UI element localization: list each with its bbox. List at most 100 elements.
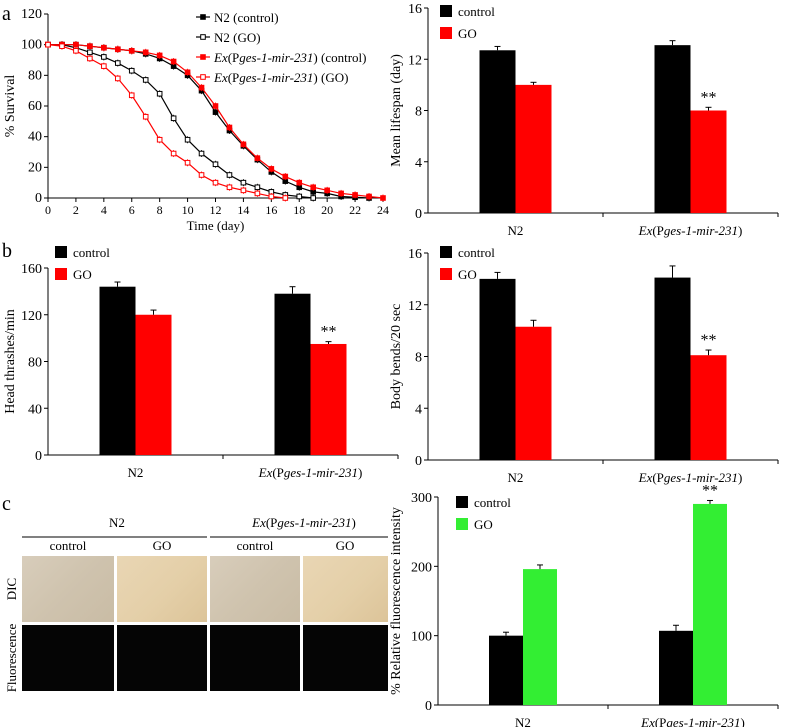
- legend-swatch: [440, 268, 452, 280]
- data-point: [212, 103, 219, 109]
- legend-marker: [200, 74, 206, 80]
- x-tick-label: 8: [157, 203, 163, 217]
- bar: [479, 278, 516, 460]
- data-point: [226, 124, 233, 131]
- bar: [515, 84, 552, 213]
- y-tick-label: 80: [28, 356, 42, 371]
- x-tick-label: 18: [293, 203, 305, 217]
- legend-swatch: [456, 496, 468, 508]
- data-point: [142, 77, 149, 83]
- data-point: [240, 141, 247, 148]
- data-point: [212, 161, 219, 168]
- data-point: [310, 184, 317, 191]
- category-label: N2: [515, 715, 531, 727]
- y-tick-label: 40: [28, 130, 42, 145]
- bar: [654, 45, 691, 213]
- y-tick-label: 100: [411, 630, 432, 645]
- y-tick-label: 0: [415, 454, 422, 469]
- bar: [523, 569, 557, 705]
- data-point: [142, 113, 149, 120]
- data-point: [156, 52, 163, 59]
- y-tick-label: 16: [408, 2, 422, 17]
- micrograph-dic-n2-go: [117, 556, 207, 622]
- legend-marker: [200, 34, 206, 40]
- bar: [479, 50, 516, 213]
- data-point: [254, 190, 261, 197]
- micrograph-fluorescence-mir-go: [303, 625, 388, 691]
- y-tick-label: 40: [28, 402, 42, 417]
- legend-swatch: [456, 518, 468, 530]
- legend-label: GO: [458, 26, 477, 41]
- legend-swatch: [440, 27, 452, 39]
- column-label: GO: [336, 538, 355, 553]
- bar: [659, 630, 693, 705]
- bar: [690, 110, 727, 213]
- x-tick-label: 24: [377, 203, 389, 217]
- y-tick-label: 0: [415, 207, 422, 222]
- head_thrashes-chart: 0 40 80 120 160 ** Head thrashes/min control GO: [3, 245, 399, 464]
- x-tick-label: 2: [73, 203, 79, 217]
- group-label-n2: N2: [109, 515, 125, 530]
- category-label: Ex(Pges-1-mir-231): [258, 465, 363, 480]
- category-label: Ex(Pges-1-mir-231): [638, 470, 743, 485]
- micrograph-dic-n2-control: [22, 556, 114, 622]
- bar: [274, 293, 311, 455]
- data-point: [240, 187, 247, 194]
- micrograph-fluorescence-n2-go: [117, 625, 207, 691]
- legend-marker: [200, 54, 206, 60]
- data-point: [156, 136, 163, 143]
- data-point: [87, 43, 93, 50]
- data-point: [198, 150, 205, 157]
- x-tick-label: 22: [349, 203, 361, 217]
- category-label: N2: [128, 465, 144, 480]
- legend-swatch: [440, 246, 452, 258]
- significance-annotation: **: [702, 482, 718, 499]
- column-label: control: [50, 538, 87, 553]
- y-tick-label: 0: [35, 191, 42, 206]
- y-tick-label: 0: [425, 699, 432, 714]
- y-tick-label: 100: [21, 38, 42, 53]
- y-tick-label: 4: [415, 156, 422, 171]
- data-point: [59, 43, 65, 50]
- legend-label: control: [458, 4, 495, 19]
- y-tick-label: 8: [415, 351, 422, 366]
- category-label: Ex(Pges-1-mir-231): [640, 715, 745, 727]
- legend-swatch: [55, 268, 67, 280]
- series-line: [48, 44, 314, 199]
- data-point: [170, 150, 177, 157]
- micrograph-dic-mir-control: [210, 556, 300, 622]
- legend-swatch: [440, 5, 452, 17]
- data-point: [73, 48, 79, 54]
- significance-annotation: **: [701, 332, 717, 349]
- legend-label: N2 (control): [214, 10, 279, 25]
- data-point: [212, 179, 219, 186]
- data-point: [87, 55, 93, 62]
- data-point: [142, 49, 149, 56]
- data-point: [366, 193, 372, 200]
- legend-label: GO: [458, 267, 477, 282]
- bar: [693, 503, 727, 705]
- mean_lifespan-chart: 0 4 8 12 16 ** Mean lifespan (day) control GO: [389, 2, 779, 222]
- data-point: [184, 136, 191, 143]
- data-point: [101, 63, 107, 69]
- data-point: [282, 195, 289, 201]
- y-tick-label: 160: [21, 262, 42, 277]
- panel-label-c: c: [2, 493, 11, 515]
- y-tick-label: 12: [408, 299, 422, 314]
- x-tick-label: 0: [45, 203, 51, 217]
- data-point: [352, 192, 358, 198]
- series-line: [48, 44, 384, 199]
- row-label-dic: DIC: [4, 578, 19, 600]
- bar: [654, 277, 691, 460]
- group-label-mir: Ex(Pges-1-mir-231): [251, 515, 356, 530]
- data-point: [198, 84, 205, 91]
- bar: [489, 635, 523, 705]
- bar: [690, 355, 727, 460]
- data-point: [254, 155, 261, 161]
- data-point: [324, 187, 330, 194]
- y-tick-label: 16: [408, 247, 422, 262]
- data-point: [310, 195, 317, 201]
- y-axis-label: % Survival: [3, 75, 18, 138]
- data-point: [380, 195, 386, 201]
